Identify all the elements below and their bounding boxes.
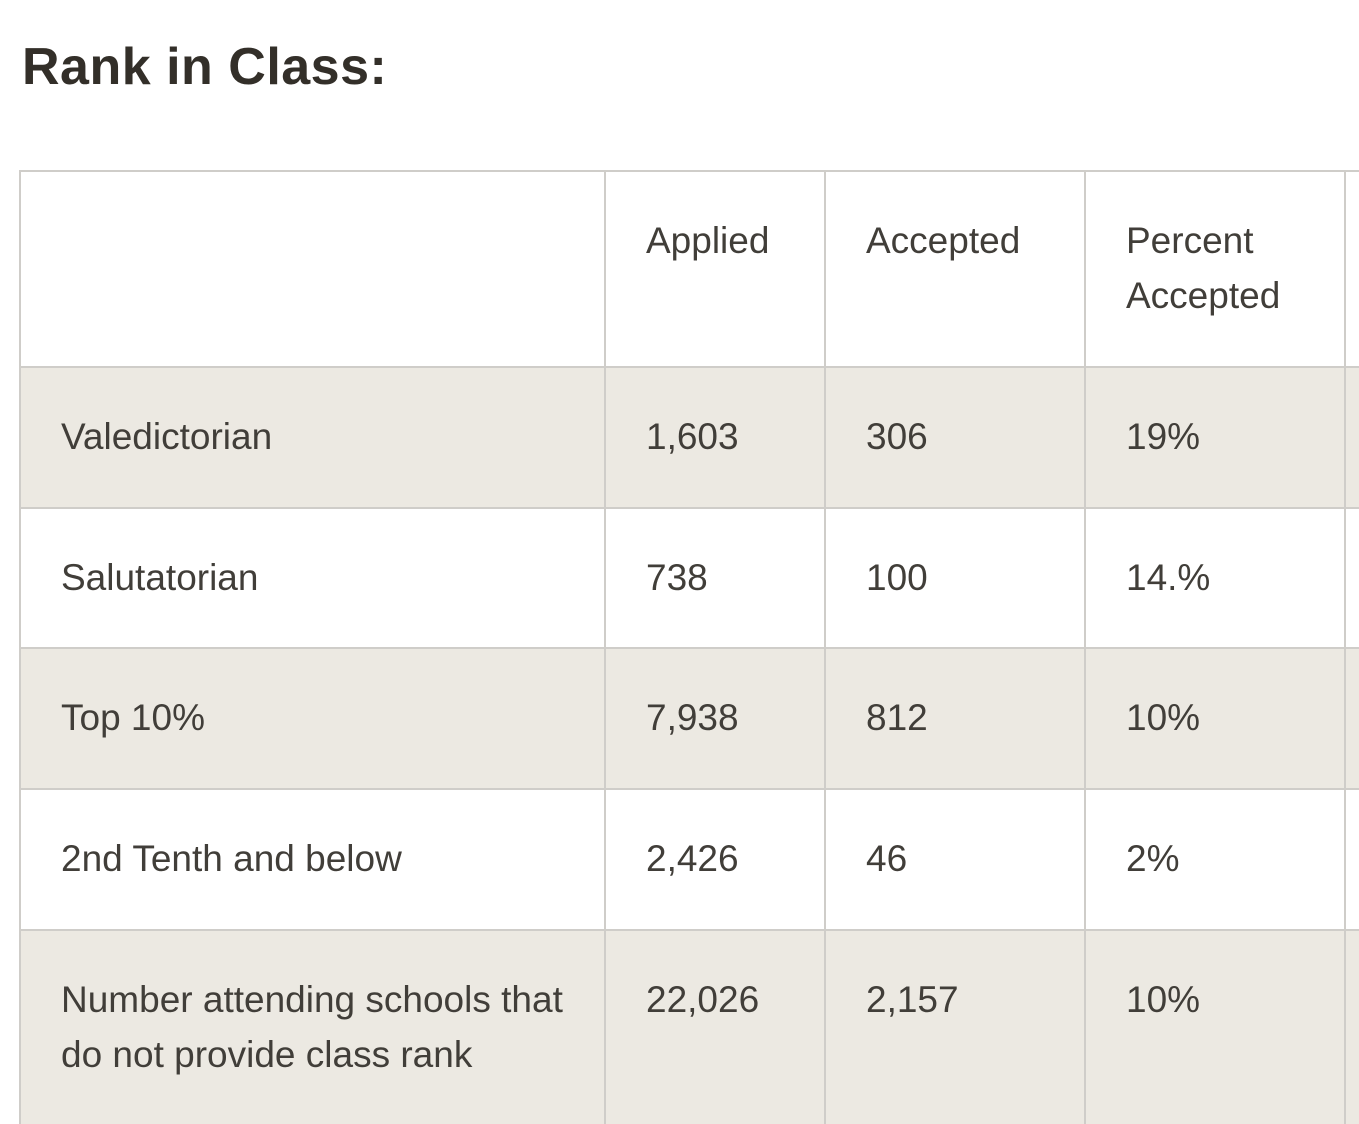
rank-in-class-table: Applied Accepted Percent Accepted Valedi… bbox=[19, 170, 1359, 1124]
row-label-cell: 2nd Tenth and below bbox=[19, 788, 606, 931]
applied-cell: 2,426 bbox=[604, 788, 826, 931]
table-row-2nd-tenth-and-below: 2nd Tenth and below 2,426 46 2% bbox=[19, 788, 1359, 931]
applied-cell: 1,603 bbox=[604, 365, 826, 509]
accepted-cell: 306 bbox=[824, 365, 1086, 509]
accepted-cell: 100 bbox=[824, 506, 1086, 650]
table-row-valedictorian: Valedictorian 1,603 306 19% bbox=[19, 365, 1359, 509]
table-row-top-10-percent: Top 10% 7,938 812 10% bbox=[19, 647, 1359, 791]
percent-accepted-cell: 10% bbox=[1084, 928, 1346, 1124]
row-label-cell: Salutatorian bbox=[19, 506, 606, 650]
percent-accepted-cell: 19% bbox=[1084, 365, 1346, 509]
row-label-cell: Valedictorian bbox=[19, 365, 606, 509]
accepted-cell: 2,157 bbox=[824, 928, 1086, 1124]
column-header-applied: Applied bbox=[604, 170, 826, 368]
table-header-row: Applied Accepted Percent Accepted bbox=[19, 170, 1359, 368]
applied-cell: 7,938 bbox=[604, 647, 826, 791]
percent-accepted-cell: 10% bbox=[1084, 647, 1346, 791]
column-header-percent-accepted: Percent Accepted bbox=[1084, 170, 1346, 368]
percent-accepted-cell: 2% bbox=[1084, 788, 1346, 931]
accepted-cell: 46 bbox=[824, 788, 1086, 931]
table-row-no-class-rank: Number attending schools that do not pro… bbox=[19, 928, 1359, 1124]
applied-cell: 738 bbox=[604, 506, 826, 650]
overflow-cell bbox=[1344, 506, 1359, 650]
table-row-salutatorian: Salutatorian 738 100 14.% bbox=[19, 506, 1359, 650]
row-label-cell: Number attending schools that do not pro… bbox=[19, 928, 606, 1124]
column-header-blank bbox=[19, 170, 606, 368]
applied-cell: 22,026 bbox=[604, 928, 826, 1124]
overflow-cell bbox=[1344, 788, 1359, 931]
accepted-cell: 812 bbox=[824, 647, 1086, 791]
overflow-cell bbox=[1344, 928, 1359, 1124]
percent-accepted-cell: 14.% bbox=[1084, 506, 1346, 650]
page-title: Rank in Class: bbox=[22, 38, 388, 96]
column-header-overflow bbox=[1344, 170, 1359, 368]
overflow-cell bbox=[1344, 647, 1359, 791]
row-label-cell: Top 10% bbox=[19, 647, 606, 791]
overflow-cell bbox=[1344, 365, 1359, 509]
column-header-accepted: Accepted bbox=[824, 170, 1086, 368]
